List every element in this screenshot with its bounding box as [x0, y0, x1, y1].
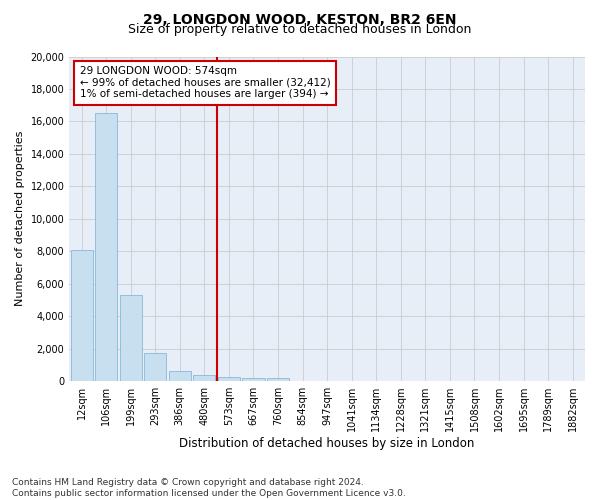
Bar [119, 295, 142, 381]
Text: Size of property relative to detached houses in London: Size of property relative to detached ho… [128, 22, 472, 36]
Bar [144, 352, 166, 381]
Bar [71, 250, 92, 381]
Bar [218, 377, 240, 381]
Bar [95, 114, 117, 381]
Bar [193, 376, 215, 381]
Text: 29 LONGDON WOOD: 574sqm
← 99% of detached houses are smaller (32,412)
1% of semi: 29 LONGDON WOOD: 574sqm ← 99% of detache… [80, 66, 331, 100]
Text: 29, LONGDON WOOD, KESTON, BR2 6EN: 29, LONGDON WOOD, KESTON, BR2 6EN [143, 12, 457, 26]
Bar [169, 370, 191, 381]
Bar [242, 378, 265, 381]
Bar [267, 378, 289, 381]
Y-axis label: Number of detached properties: Number of detached properties [15, 131, 25, 306]
X-axis label: Distribution of detached houses by size in London: Distribution of detached houses by size … [179, 437, 475, 450]
Text: Contains HM Land Registry data © Crown copyright and database right 2024.
Contai: Contains HM Land Registry data © Crown c… [12, 478, 406, 498]
